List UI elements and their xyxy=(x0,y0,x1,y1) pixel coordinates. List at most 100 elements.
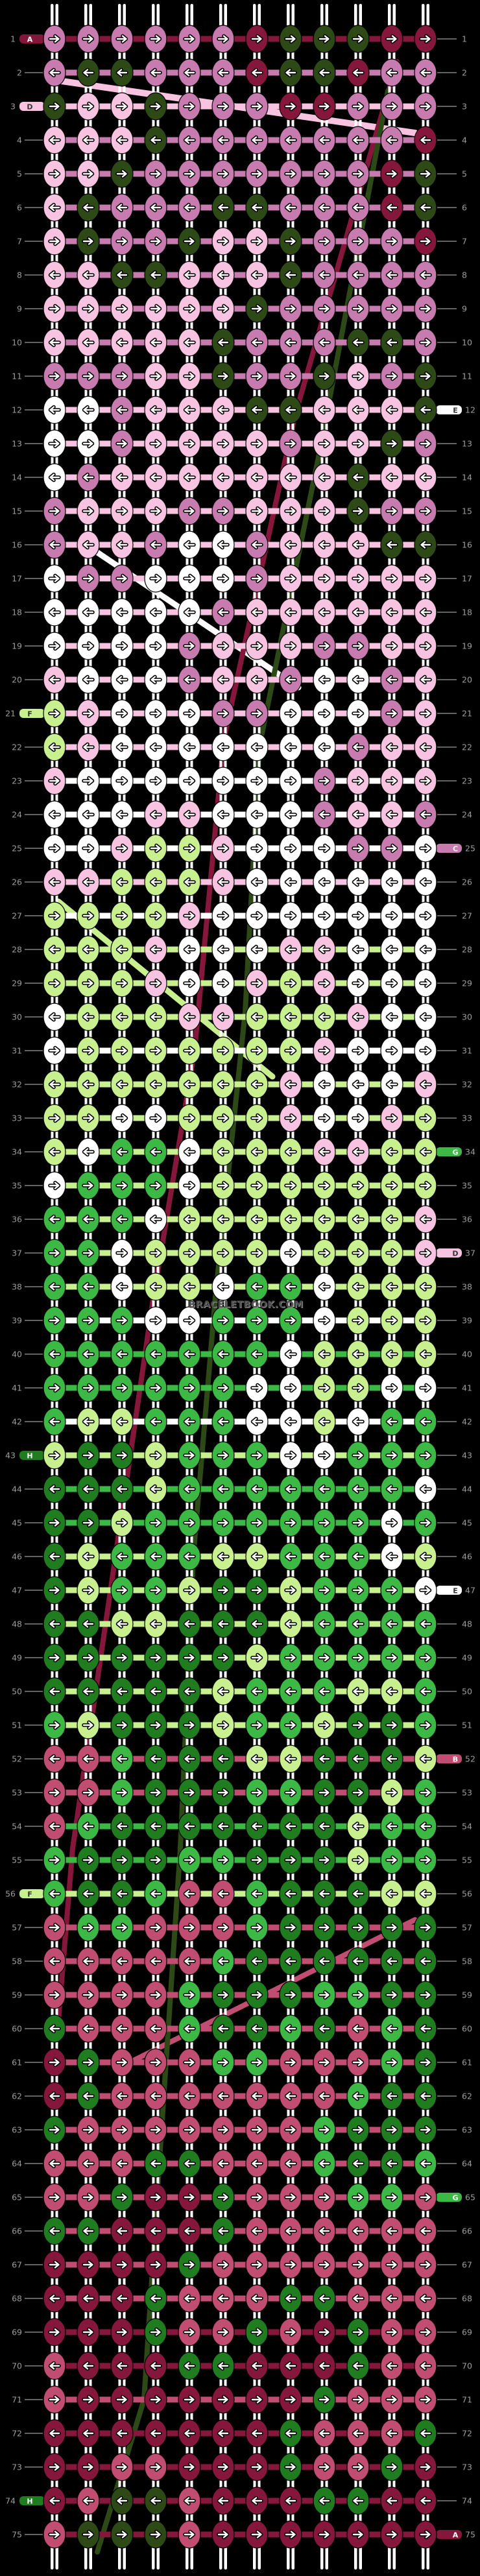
knot-link xyxy=(118,2412,126,2421)
knot-link xyxy=(320,1704,328,1713)
knot-arrow-left-icon xyxy=(352,405,365,415)
row-thread-bar xyxy=(63,609,80,615)
knot-link xyxy=(354,2007,362,2016)
row-thread-bar xyxy=(299,407,316,413)
knot-arrow-right-icon xyxy=(115,236,128,246)
knot-arrow-right-icon xyxy=(419,1787,432,1798)
knot-arrow-right-icon xyxy=(115,776,128,786)
knot-link xyxy=(84,355,92,364)
knot-arrow-right-icon xyxy=(352,438,365,449)
knot-arrow-right-icon xyxy=(149,843,162,853)
row-thread-bar xyxy=(366,272,383,278)
knot-arrow-left-icon xyxy=(352,2361,365,2371)
row-thread-bar xyxy=(400,2093,417,2099)
row-thread-bar xyxy=(333,1418,350,1425)
row-thread-bar xyxy=(366,2464,383,2470)
knot-link xyxy=(253,1940,261,1949)
row-thread-bar xyxy=(63,1958,80,1964)
row-thread-bar xyxy=(232,2396,248,2403)
knot-link xyxy=(388,2075,396,2084)
row-number-left: 35 xyxy=(12,1181,22,1191)
knot-link xyxy=(84,1265,92,1274)
row-thread-bar xyxy=(232,1250,248,1256)
knot-arrow-left-icon xyxy=(284,405,297,415)
knot-link xyxy=(354,1872,362,1881)
row-thread-bar xyxy=(130,575,147,582)
knot-arrow-right-icon xyxy=(419,843,432,853)
knot-arrow-right-icon xyxy=(217,1922,230,1933)
knot-link xyxy=(320,2210,328,2219)
knot-arrow-right-icon xyxy=(217,34,230,44)
row-thread-bar xyxy=(299,1486,316,1492)
knot-arrow-right-icon xyxy=(149,641,162,651)
knot-arrow-left-icon xyxy=(48,1416,61,1427)
knot-link xyxy=(219,1501,227,1510)
row-thread-bar xyxy=(333,609,350,615)
knot-link xyxy=(186,2243,193,2252)
knot-arrow-right-icon xyxy=(352,1990,365,2000)
knot-arrow-right-icon xyxy=(115,169,128,179)
knot-link xyxy=(219,287,227,296)
knot-link xyxy=(186,759,193,769)
knot-link xyxy=(388,1333,396,1342)
knot-link xyxy=(186,186,193,195)
knot-link xyxy=(186,996,193,1005)
knot-arrow-left-icon xyxy=(250,1551,263,1562)
knot-arrow-left-icon xyxy=(48,1484,61,1494)
row-thread-bar xyxy=(232,305,248,312)
row-number-right: 27 xyxy=(462,911,472,921)
knot-arrow-right-icon xyxy=(217,1855,230,1865)
knot-link xyxy=(287,1906,294,1915)
row-thread-bar xyxy=(198,811,215,818)
row-thread-bar xyxy=(333,845,350,852)
knot-arrow-left-icon xyxy=(352,1619,365,1629)
knot-arrow-left-icon xyxy=(385,1889,398,1899)
knot-link xyxy=(186,1872,193,1881)
knot-link xyxy=(253,2075,261,2084)
knot-link xyxy=(320,220,328,229)
knot-link xyxy=(51,1569,58,1578)
knot-arrow-left-icon xyxy=(385,2293,398,2304)
knot-link xyxy=(118,1839,126,1848)
knot-arrow-right-icon xyxy=(217,1720,230,1730)
knot-arrow-right-icon xyxy=(284,1652,297,1663)
knot-arrow-right-icon xyxy=(183,2529,196,2540)
row-thread-bar xyxy=(130,103,147,110)
knot-link xyxy=(118,1063,126,1072)
knot-arrow-left-icon xyxy=(48,742,61,752)
row-thread-bar xyxy=(366,373,383,379)
knot-arrow-left-icon xyxy=(419,1484,432,1494)
knot-arrow-right-icon xyxy=(385,2462,398,2472)
row-thread-bar xyxy=(333,1587,350,1593)
knot-link xyxy=(219,254,227,263)
knot-arrow-right-icon xyxy=(149,1990,162,2000)
row-thread-bar xyxy=(164,778,181,784)
knot-arrow-right-icon xyxy=(48,101,61,112)
knot-arrow-right-icon xyxy=(318,371,331,381)
knot-arrow-right-icon xyxy=(149,2260,162,2270)
knot-arrow-left-icon xyxy=(48,2496,61,2506)
knot-arrow-left-icon xyxy=(149,877,162,887)
knot-link xyxy=(84,490,92,499)
knot-arrow-left-icon xyxy=(419,2496,432,2506)
row-thread-bar xyxy=(265,1857,282,1863)
row-thread-bar xyxy=(265,2194,282,2200)
row-thread-bar xyxy=(333,1958,350,1964)
knot-link xyxy=(186,2007,193,2016)
row-number-left: 27 xyxy=(12,911,22,921)
row-thread-bar xyxy=(265,238,282,244)
knot-link xyxy=(354,1097,362,1106)
top-strand-stub xyxy=(186,4,193,26)
knot-arrow-right-icon xyxy=(82,2057,95,2068)
row-number-left: 44 xyxy=(12,1485,22,1494)
row-thread-bar xyxy=(232,845,248,852)
knot-arrow-right-icon xyxy=(419,708,432,719)
knot-link xyxy=(84,186,92,195)
row-thread-bar xyxy=(63,778,80,784)
knot-link xyxy=(287,1501,294,1510)
knot-link xyxy=(354,1130,362,1139)
row-thread-bar xyxy=(130,36,147,42)
knot-link xyxy=(118,1535,126,1544)
row-thread-bar xyxy=(366,1216,383,1222)
strand-label-right: C xyxy=(436,844,462,853)
